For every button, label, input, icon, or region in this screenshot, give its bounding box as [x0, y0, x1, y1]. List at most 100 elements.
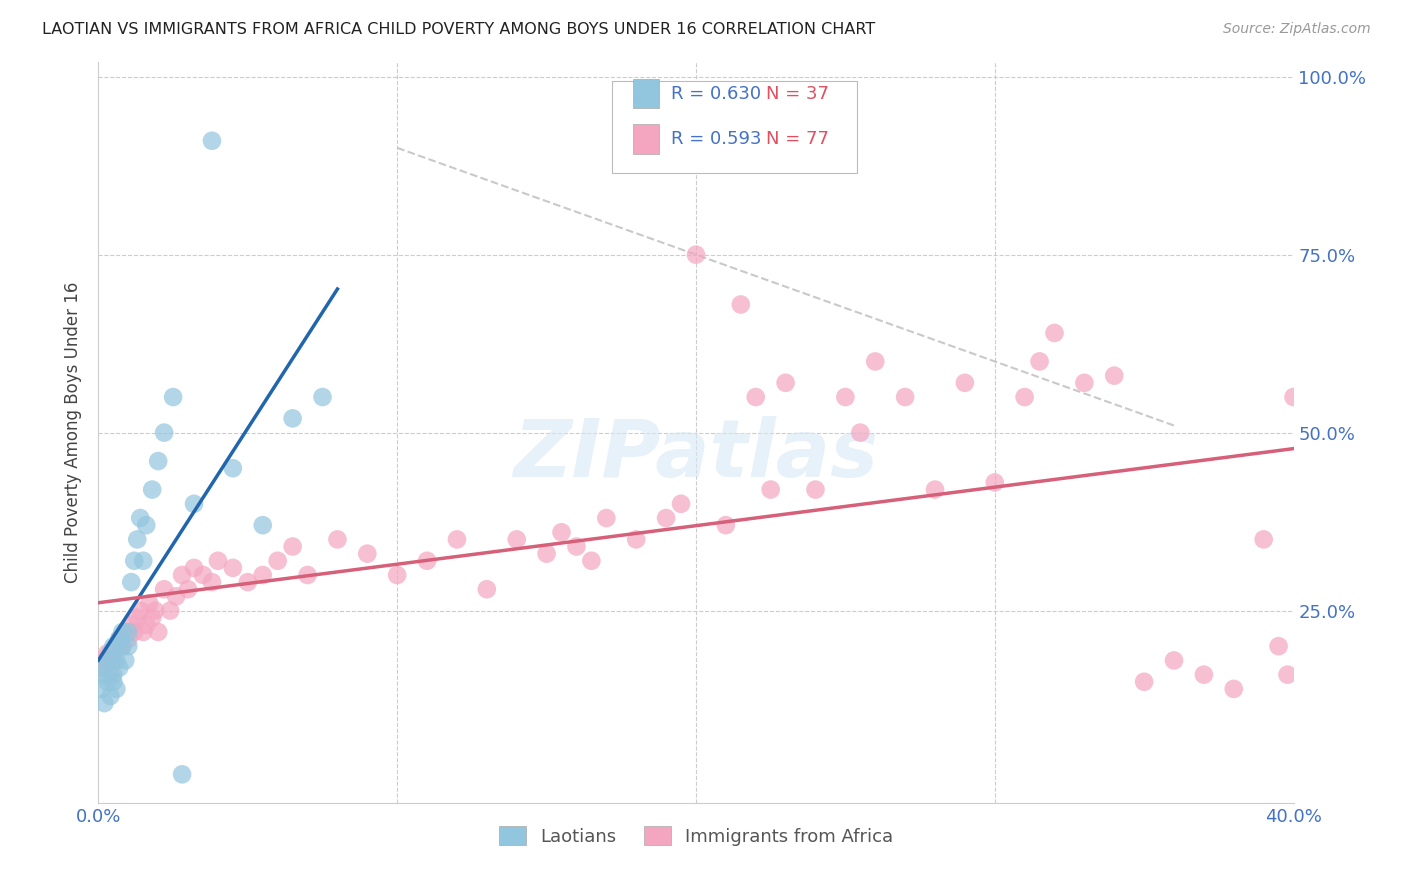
Point: [135, 518, 157, 533]
Point: [1282, 390, 1305, 404]
Point: [834, 390, 856, 404]
Point: [96, 653, 118, 667]
Point: [311, 390, 333, 404]
Y-axis label: Child Poverty Among Boys Under 16: Child Poverty Among Boys Under 16: [65, 282, 83, 583]
Point: [865, 354, 887, 368]
FancyBboxPatch shape: [633, 78, 659, 108]
Point: [745, 390, 768, 404]
Point: [114, 653, 136, 667]
Point: [96, 646, 118, 660]
Point: [129, 604, 152, 618]
Point: [222, 561, 245, 575]
Point: [148, 624, 170, 639]
Point: [108, 632, 131, 646]
Point: [138, 597, 160, 611]
FancyBboxPatch shape: [613, 81, 858, 173]
Point: [281, 411, 304, 425]
Point: [550, 525, 572, 540]
Point: [581, 554, 603, 568]
Point: [127, 533, 149, 547]
Point: [775, 376, 797, 390]
Point: [141, 611, 163, 625]
Point: [953, 376, 976, 390]
Point: [804, 483, 827, 497]
Point: [595, 511, 617, 525]
Point: [103, 674, 125, 689]
Point: [124, 624, 146, 639]
Point: [98, 689, 122, 703]
Text: LAOTIAN VS IMMIGRANTS FROM AFRICA CHILD POVERTY AMONG BOYS UNDER 16 CORRELATION : LAOTIAN VS IMMIGRANTS FROM AFRICA CHILD …: [42, 22, 876, 37]
Point: [117, 632, 139, 646]
FancyBboxPatch shape: [633, 124, 659, 153]
Point: [105, 681, 128, 696]
Point: [153, 582, 176, 597]
Point: [222, 461, 245, 475]
Text: R = 0.593: R = 0.593: [671, 129, 762, 148]
Point: [129, 511, 152, 525]
Point: [326, 533, 349, 547]
Point: [1253, 533, 1275, 547]
Point: [1267, 639, 1289, 653]
Point: [132, 624, 155, 639]
Point: [120, 617, 142, 632]
Point: [177, 582, 200, 597]
Point: [117, 639, 139, 653]
Point: [984, 475, 1007, 490]
Point: [1277, 667, 1299, 681]
Point: [148, 454, 170, 468]
Point: [120, 575, 142, 590]
Point: [103, 639, 125, 653]
Point: [1133, 674, 1156, 689]
Point: [1163, 653, 1185, 667]
Point: [1073, 376, 1095, 390]
Point: [98, 667, 122, 681]
Point: [297, 568, 319, 582]
Point: [111, 639, 134, 653]
Point: [191, 568, 214, 582]
Point: [124, 554, 146, 568]
Point: [111, 624, 134, 639]
Point: [93, 653, 115, 667]
Point: [90, 660, 112, 674]
Point: [103, 653, 125, 667]
Point: [714, 518, 737, 533]
Point: [172, 767, 194, 781]
Point: [385, 568, 409, 582]
Point: [98, 646, 122, 660]
Point: [1043, 326, 1066, 340]
Point: [446, 533, 468, 547]
Point: [165, 590, 187, 604]
Point: [201, 134, 224, 148]
Point: [626, 533, 648, 547]
Point: [201, 575, 224, 590]
Point: [267, 554, 290, 568]
Point: [135, 617, 157, 632]
Point: [111, 639, 134, 653]
Point: [117, 624, 139, 639]
Point: [1223, 681, 1246, 696]
Point: [143, 604, 166, 618]
Point: [1192, 667, 1215, 681]
Point: [1028, 354, 1050, 368]
Point: [207, 554, 229, 568]
Point: [1014, 390, 1036, 404]
Point: [127, 611, 149, 625]
Point: [669, 497, 692, 511]
Point: [236, 575, 259, 590]
Point: [536, 547, 558, 561]
Point: [356, 547, 378, 561]
Point: [162, 390, 184, 404]
Point: [475, 582, 498, 597]
Point: [114, 624, 136, 639]
Point: [252, 518, 274, 533]
Text: ZIPatlas: ZIPatlas: [513, 416, 879, 494]
Point: [132, 554, 155, 568]
Point: [90, 660, 112, 674]
Point: [108, 660, 131, 674]
Point: [849, 425, 872, 440]
Point: [183, 497, 205, 511]
Point: [141, 483, 163, 497]
Point: [252, 568, 274, 582]
Point: [105, 653, 128, 667]
Point: [96, 674, 118, 689]
